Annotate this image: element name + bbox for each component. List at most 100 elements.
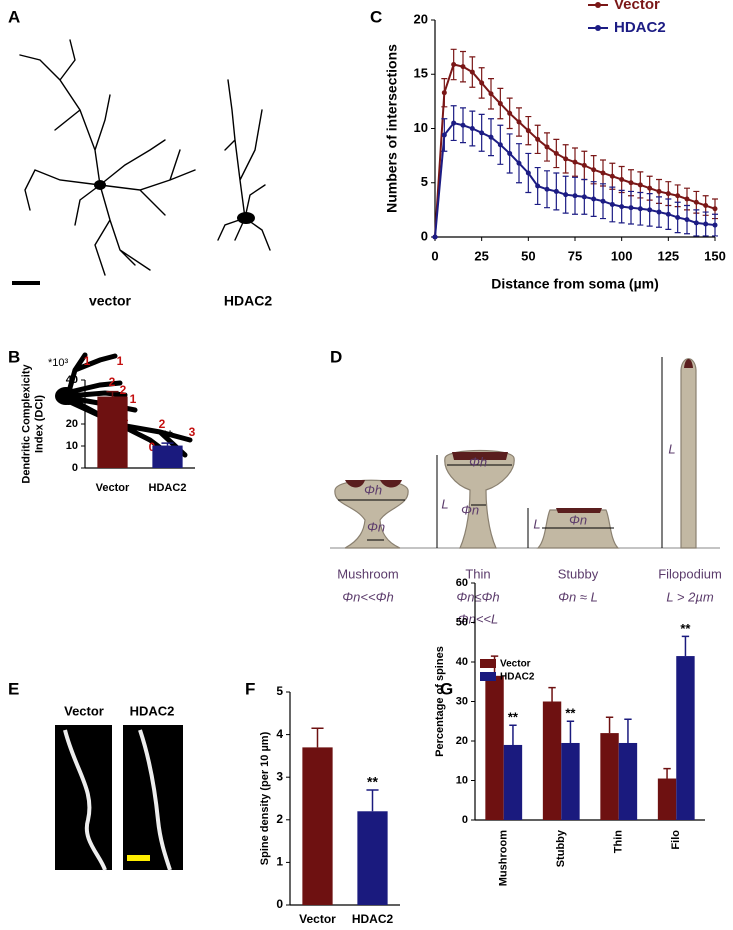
neuron-label: vector — [89, 293, 132, 309]
bar — [676, 656, 695, 820]
x-tick-label: Stubby — [555, 829, 567, 867]
bar — [503, 744, 523, 820]
bar — [485, 675, 504, 820]
error-bar — [311, 727, 324, 748]
data-point — [488, 134, 494, 140]
panel-label: D — [330, 347, 342, 366]
spine-dimension: Φn — [367, 519, 385, 534]
spine-dimension: L — [668, 441, 675, 456]
x-axis-label: Distance from soma (µm) — [491, 276, 659, 292]
spine-name: Stubby — [558, 566, 599, 581]
spine-dimension: L — [441, 496, 448, 511]
data-point — [507, 150, 513, 156]
spine-dimension: Φn — [461, 502, 479, 517]
neuron-label: HDAC2 — [224, 293, 272, 309]
data-point — [451, 61, 457, 67]
branch-order: 0 — [149, 440, 156, 454]
bar — [357, 811, 388, 905]
bar — [600, 733, 619, 820]
bar — [618, 742, 638, 820]
data-point — [451, 120, 457, 126]
data-point — [460, 64, 466, 70]
spine-name: Thin — [465, 566, 490, 581]
data-point — [516, 119, 522, 125]
data-point — [525, 170, 531, 176]
error-bar — [161, 442, 174, 446]
data-point — [703, 203, 709, 209]
data-point — [619, 204, 625, 210]
data-point — [637, 206, 643, 212]
spine-formula: Φn<<Φh — [342, 589, 393, 604]
spine-dimension: Φh — [469, 454, 487, 469]
data-point — [684, 217, 690, 223]
x-tick-label: 50 — [521, 248, 535, 263]
y-tick-label: 30 — [456, 695, 468, 707]
x-tick-label: Thin — [613, 830, 625, 853]
data-point — [693, 199, 699, 205]
data-point — [469, 126, 475, 131]
data-point — [591, 167, 597, 173]
data-point — [675, 214, 681, 220]
x-tick-label: Filo — [670, 830, 682, 850]
data-point — [628, 205, 634, 211]
y-tick-label: 0 — [72, 462, 78, 474]
x-tick-label: HDAC2 — [352, 912, 394, 926]
data-point — [656, 209, 662, 215]
y-tick-label: 20 — [414, 11, 428, 26]
data-point — [497, 142, 503, 148]
branch-order: 3 — [189, 425, 196, 439]
y-tick-label: 30 — [66, 396, 78, 408]
spine-formula: Φn ≈ L — [558, 589, 598, 604]
y-tick-label: 1 — [276, 855, 283, 869]
significance: ** — [367, 774, 378, 790]
data-point — [432, 234, 438, 240]
data-point — [656, 188, 662, 194]
branch-order: 1 — [84, 354, 91, 368]
bar — [302, 747, 333, 905]
data-point — [544, 144, 550, 150]
y-axis-label: Numbers of intersections — [384, 44, 400, 213]
data-point — [469, 69, 475, 75]
spine-dimension: L — [533, 516, 540, 531]
branch-order: 2 — [109, 375, 116, 389]
legend-swatch — [480, 672, 496, 681]
y-tick-label: 50 — [456, 616, 468, 628]
data-point — [647, 207, 653, 213]
data-point — [563, 192, 569, 198]
y-tick-label: 2 — [276, 812, 283, 826]
legend-marker — [595, 25, 601, 31]
data-point — [619, 176, 625, 182]
branch-order: 1 — [130, 392, 137, 406]
error-bar — [106, 390, 119, 397]
x-tick-label: 0 — [431, 248, 438, 263]
data-point — [712, 206, 718, 212]
legend-label: HDAC2 — [614, 19, 666, 36]
error-bar — [566, 720, 575, 743]
x-tick-label: 25 — [474, 248, 488, 263]
legend-marker — [595, 2, 601, 8]
y-tick-label: 0 — [421, 228, 428, 243]
error-bar — [624, 718, 632, 743]
panel-label: C — [370, 7, 382, 26]
panel-label: E — [8, 679, 19, 698]
legend-swatch — [480, 659, 496, 668]
spine-dimension: Φn — [569, 512, 587, 527]
y-tick-label: 0 — [276, 897, 283, 911]
data-point — [665, 191, 671, 197]
error-bar — [681, 635, 690, 657]
spine-formula: L > 2µm — [666, 589, 714, 604]
x-tick-label: Vector — [96, 482, 130, 494]
spine-name: Mushroom — [337, 566, 398, 581]
y-tick-label: 4 — [276, 727, 283, 741]
y-tick-label: 10 — [66, 440, 78, 452]
data-point — [600, 170, 606, 176]
data-point — [535, 183, 541, 189]
error-bar — [663, 767, 671, 779]
y-tick-label: 20 — [456, 735, 468, 747]
data-point — [516, 160, 522, 166]
y-tick-label: 60 — [456, 577, 468, 589]
spine-dimension: Φh — [364, 482, 382, 497]
y-tick-label: 0 — [462, 814, 468, 826]
data-point — [488, 91, 494, 97]
